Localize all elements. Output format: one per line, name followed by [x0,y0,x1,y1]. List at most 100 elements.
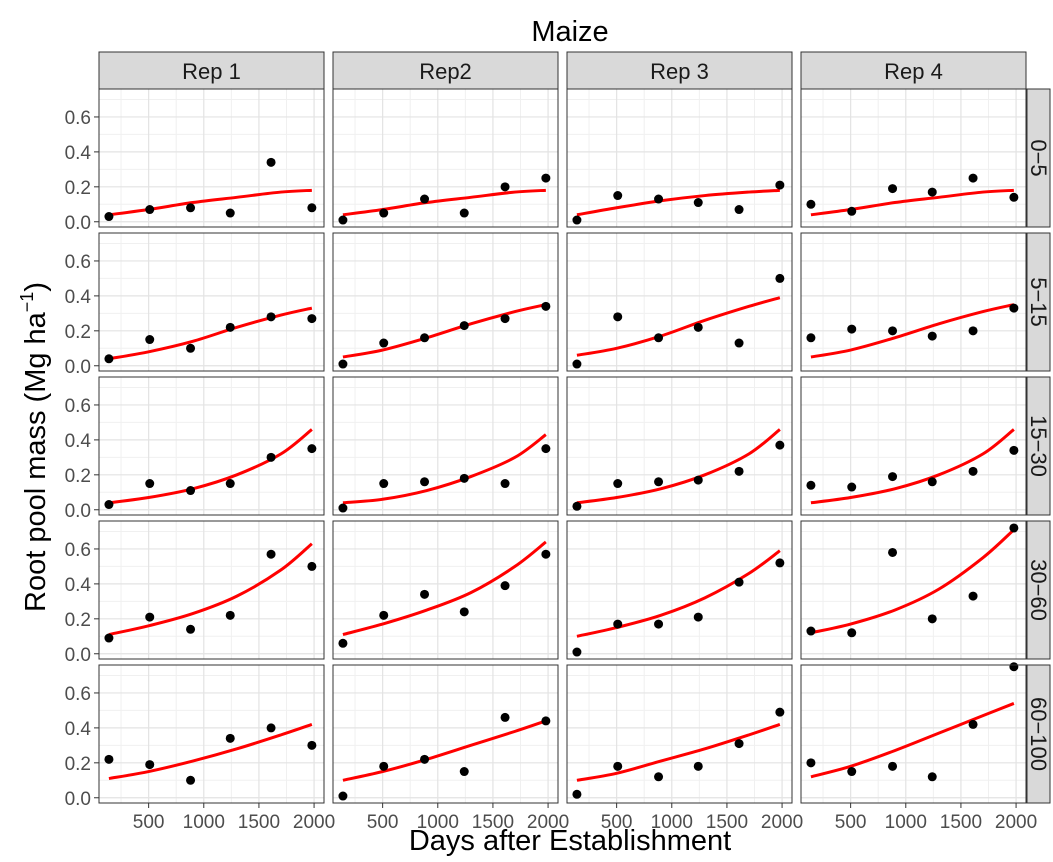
x-tick-label: 2000 [761,812,803,833]
column-strip-2: Rep2 [332,51,559,90]
panel-border [800,232,1027,372]
data-point [968,591,978,601]
y-tick-label: 0.2 [65,754,91,775]
fitted-curve [810,303,1015,359]
data-point [307,444,317,454]
data-point [266,312,276,322]
fitted-curve [108,428,313,505]
data-point [307,740,317,750]
panel-border [332,232,559,372]
data-point [888,326,898,336]
data-point [379,338,389,348]
y-tick-label: 0.0 [65,645,91,666]
row-strip-label: 60−100 [1026,697,1051,771]
panel-background [99,521,324,659]
fitted-curve [342,188,546,217]
x-tick-label: 1500 [472,812,514,833]
row-strip-label: 15−30 [1026,415,1051,477]
y-tick-label: 0.0 [65,357,91,378]
panel-border [98,376,325,516]
data-point [613,619,623,629]
fitted-curve [108,722,313,781]
row-strip-bg [1026,376,1051,516]
y-tick-label: 0.4 [65,719,92,740]
facet-panel-r2-c2 [332,232,559,372]
fitted-curve [576,549,781,638]
data-point [145,335,155,345]
fitted-curve [576,722,781,782]
y-tick-label: 0.2 [65,466,91,487]
facet-panel-r2-c3 [566,232,793,372]
row-strip-2: 5−15 [1026,232,1051,372]
panel-background [99,665,324,803]
row-strip-bg [1026,232,1051,372]
data-point [307,561,317,571]
x-tick-label: 2000 [293,812,335,833]
data-point [338,503,348,513]
column-strip-label: Rep 3 [650,59,709,84]
column-strip-label: Rep 4 [884,59,943,84]
panel-background [801,89,1026,227]
panel-border [98,88,325,228]
data-point [379,761,389,771]
facet-panel-r5-c2 [332,664,559,804]
data-point [186,486,196,496]
y-axis-label: Root pool mass (Mg ha−1) [17,282,52,612]
data-point [888,472,898,482]
facet-panel-r1-c1 [98,88,325,228]
column-strip-label: Rep2 [419,59,472,84]
data-point [734,739,744,749]
fitted-curve [576,296,781,357]
row-strip-1: 0−5 [1026,88,1051,228]
data-point [1009,445,1019,455]
row-strip-4: 30−60 [1026,520,1051,660]
y-axis-label-superscript: −1 [17,292,37,313]
row-strip-3: 15−30 [1026,376,1051,516]
data-point [459,473,469,483]
facet-panel-r5-c4 [800,662,1027,804]
column-strip-4: Rep 4 [800,51,1027,90]
data-point [572,647,582,657]
data-point [806,626,816,636]
y-tick-label: 0.6 [65,108,91,129]
panel-background [801,665,1026,803]
facet-panel-r4-c4 [800,520,1027,660]
data-point [888,761,898,771]
data-point [459,208,469,218]
data-point [541,549,551,559]
data-point [847,206,857,216]
data-point [654,194,664,204]
data-point [225,322,235,332]
panel-border [566,664,793,804]
x-tick-label: 1000 [183,812,225,833]
panel-background [333,665,558,803]
data-point [613,312,623,322]
data-point [104,212,114,222]
facet-panel-r5-c1 [98,664,325,804]
facet-panel-r1-c4 [800,88,1027,228]
data-point [104,354,114,364]
data-point [420,333,430,343]
data-point [775,440,785,450]
data-point [379,208,389,218]
panel-border [98,664,325,804]
data-point [541,301,551,311]
y-tick-label: 0.4 [65,143,92,164]
chart-title: Maize [531,16,608,48]
data-point [775,180,785,190]
y-tick-label: 0.4 [65,287,92,308]
data-point [500,314,510,324]
data-point [225,479,235,489]
data-point [459,321,469,331]
panel-background [801,233,1026,371]
fitted-curve [342,433,547,505]
column-strip-label: Rep 1 [182,59,241,84]
fitted-curve [810,702,1015,779]
data-point [459,607,469,617]
data-point [693,761,703,771]
panel-background [99,89,324,227]
y-tick-label: 0.4 [65,575,92,596]
y-tick-label: 0.2 [65,322,91,343]
row-strip-label: 5−15 [1026,277,1051,327]
